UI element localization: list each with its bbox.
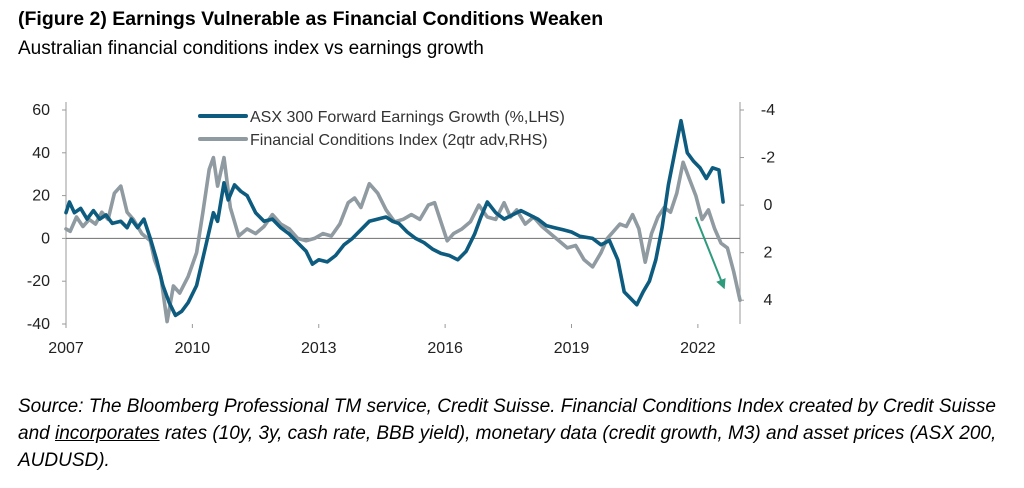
source-underlined-word: incorporates [54, 423, 160, 444]
source-text-1: Source: The Bloomberg Professional TM se… [18, 396, 996, 444]
x-tick-label: 2013 [301, 340, 337, 357]
financial-conditions-line [64, 155, 742, 324]
right-tick-label: 2 [764, 245, 773, 262]
chart-subtitle: Australian financial conditions index vs… [18, 38, 484, 59]
left-tick-label: 0 [41, 230, 50, 247]
x-tick-label: 2007 [48, 340, 84, 357]
left-tick-label: 60 [32, 102, 50, 119]
right-tick-label: 4 [764, 292, 773, 309]
x-tick-label: 2016 [427, 340, 463, 357]
source-note: Source: The Bloomberg Professional TM se… [18, 393, 1018, 474]
x-tick-label: 2022 [680, 340, 716, 357]
left-tick-label: -20 [27, 273, 50, 290]
legend-label: Financial Conditions Index (2qtr adv,RHS… [250, 132, 548, 149]
x-tick-label: 2019 [554, 340, 590, 357]
left-tick-label: 40 [32, 145, 50, 162]
right-tick-label: 0 [764, 197, 773, 214]
x-tick-label: 2010 [175, 340, 211, 357]
right-tick-label: -2 [761, 150, 775, 167]
left-tick-label: 20 [32, 188, 50, 205]
legend-label: ASX 300 Forward Earnings Growth (%,LHS) [250, 109, 565, 126]
source-text-2: rates (10y, 3y, cash rate, BBB yield), m… [18, 423, 997, 471]
earnings-growth-line [64, 118, 725, 318]
right-tick-label: -4 [761, 102, 775, 119]
downtrend-arrow [694, 216, 726, 290]
chart-title: (Figure 2) Earnings Vulnerable as Financ… [18, 8, 604, 30]
left-tick-label: -40 [27, 316, 50, 333]
